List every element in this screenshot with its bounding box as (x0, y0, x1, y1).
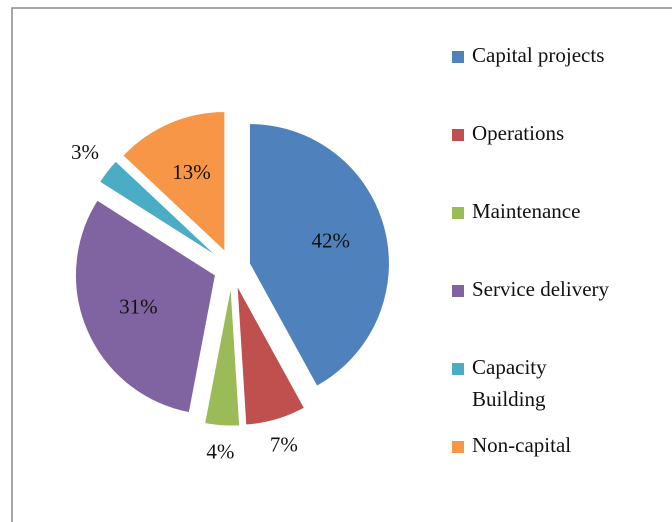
legend-label: Service delivery (472, 277, 610, 301)
data-label: 4% (206, 439, 234, 463)
pie-slice (236, 285, 306, 426)
legend-label: Capital projects (472, 43, 604, 67)
legend-swatch (452, 129, 464, 141)
legend-swatch (452, 285, 464, 297)
legend-swatch (452, 207, 464, 219)
legend-label: Non-capital (472, 433, 571, 457)
pie-slice (248, 123, 390, 387)
pie-slice (122, 110, 226, 253)
data-label: 7% (270, 432, 298, 456)
legend-label: Capacity Building (472, 355, 552, 411)
data-label: 3% (71, 140, 99, 164)
data-label: 31% (119, 294, 158, 318)
legend-swatch (452, 363, 464, 375)
data-label: 13% (172, 160, 211, 184)
pie-slice (98, 160, 219, 258)
pie-slice (204, 285, 241, 427)
legend-swatch (452, 51, 464, 63)
legend-label: Maintenance (472, 199, 580, 223)
legend-swatch (452, 441, 464, 453)
data-label: 42% (312, 228, 351, 252)
pie-slice (74, 199, 217, 414)
legend-label: Operations (472, 121, 564, 145)
